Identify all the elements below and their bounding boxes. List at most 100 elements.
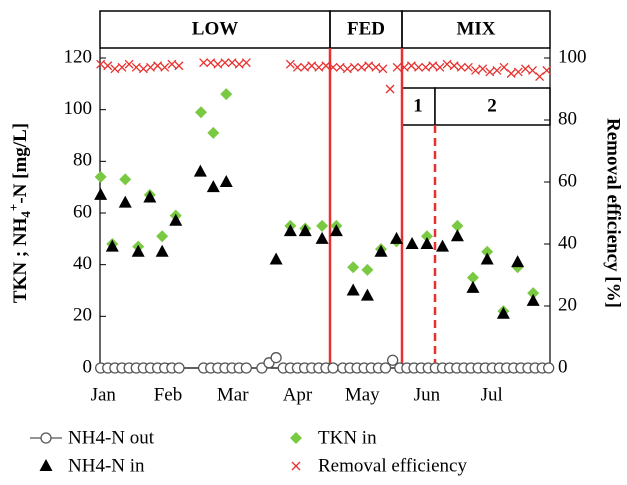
phase-label: LOW [192, 18, 238, 39]
point [329, 224, 343, 237]
point [227, 58, 237, 68]
y2-tick-label: 40 [558, 232, 577, 253]
point [219, 175, 233, 187]
point [435, 62, 445, 72]
phase-label: MIX [456, 18, 495, 39]
point [167, 59, 177, 69]
legend-label: TKN in [318, 427, 377, 448]
phase-boxes [99, 10, 551, 126]
y-axis-title-part: + [6, 204, 21, 211]
point [110, 64, 120, 74]
subphase-label: 2 [487, 95, 497, 116]
y2-tick-label: 20 [558, 294, 577, 315]
point [94, 170, 107, 183]
point [347, 261, 360, 274]
y-tick-label: 60 [73, 201, 92, 222]
point [117, 62, 127, 72]
point [466, 280, 480, 293]
point [399, 62, 409, 72]
y2-tick-label: 0 [558, 356, 568, 377]
x-tick-label: May [345, 384, 380, 405]
point [207, 126, 220, 139]
legend: NH4-N out TKN in NH4-N in Removal efficienc… [30, 427, 467, 476]
point [328, 62, 338, 72]
point [543, 362, 555, 374]
point [414, 62, 424, 72]
point [155, 244, 169, 257]
y2-tick-label: 100 [558, 46, 587, 67]
y-axis-title: TKN ; NH4+-N [mg/L] [6, 123, 33, 303]
point [342, 64, 352, 74]
x-tick-label: Mar [217, 384, 249, 405]
point [105, 239, 119, 252]
point [451, 219, 464, 232]
point [485, 67, 495, 77]
point [234, 59, 244, 69]
legend-label: Removal efficiency [318, 455, 467, 476]
point [124, 59, 134, 69]
point [511, 255, 525, 268]
point [463, 62, 473, 72]
point [428, 61, 438, 71]
point [421, 62, 431, 72]
x-tick-label: Jul [481, 384, 503, 405]
point [193, 164, 207, 177]
point [350, 62, 359, 72]
point [213, 59, 223, 69]
y-axis-title-part: TKN ; NH [10, 217, 31, 303]
point [173, 362, 185, 374]
y-tick-label: 0 [83, 356, 93, 377]
point [285, 59, 295, 69]
y2-tick-label: 60 [558, 170, 577, 191]
point [103, 61, 113, 71]
point [535, 72, 545, 82]
legend-label: NH4-N out [68, 427, 155, 448]
point [450, 229, 464, 242]
x-tick-label: Jan [91, 384, 117, 405]
point [480, 252, 494, 265]
x-tick-label: Jun [414, 384, 441, 405]
point [542, 65, 552, 75]
point [131, 244, 145, 257]
point [131, 62, 141, 72]
point [169, 213, 183, 226]
point [94, 187, 108, 200]
point [456, 62, 466, 72]
point [199, 58, 209, 68]
point [327, 362, 339, 374]
point [270, 352, 282, 364]
point [298, 224, 312, 237]
point [520, 64, 530, 74]
point [387, 354, 399, 366]
legend-symbol [291, 461, 301, 471]
legend-symbol [290, 432, 302, 444]
point [357, 62, 367, 72]
point [471, 65, 480, 75]
point [390, 231, 404, 244]
point [314, 62, 324, 72]
point [156, 230, 169, 243]
point [481, 245, 494, 258]
point [364, 61, 374, 71]
point [360, 288, 374, 301]
point [316, 219, 329, 232]
point [492, 65, 502, 75]
point [527, 287, 540, 300]
point [371, 62, 381, 72]
point [321, 61, 331, 71]
point [220, 58, 230, 68]
point [406, 61, 416, 71]
point [335, 62, 345, 72]
point [240, 362, 252, 374]
point [138, 64, 148, 74]
point [478, 64, 488, 74]
point [466, 271, 479, 284]
point [378, 64, 388, 74]
point [300, 62, 310, 72]
y-tick-label: 120 [64, 46, 93, 67]
point [118, 195, 132, 208]
y-tick-label: 40 [73, 253, 92, 274]
legend-symbol [40, 432, 52, 444]
phase-label: FED [347, 18, 385, 39]
